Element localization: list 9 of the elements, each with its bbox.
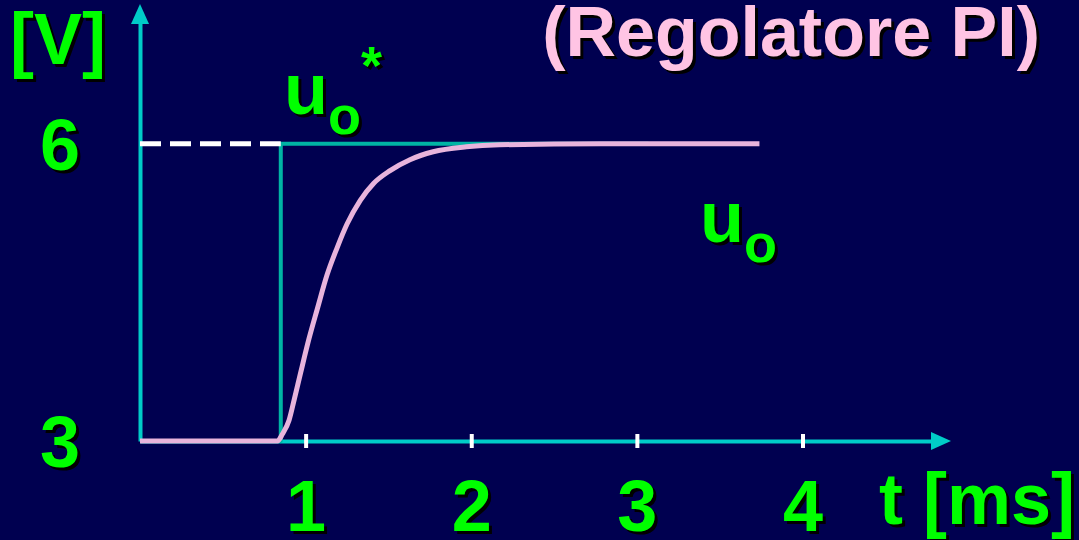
y-axis-title: [V] [10,0,106,79]
x-tick-label: 3 [617,466,658,540]
x-axis-title: t [ms] [879,459,1075,539]
chart-title: (Regolatore PI) [542,0,1040,71]
x-tick-label: 1 [286,466,327,540]
y-tick-label: 6 [39,105,81,186]
x-tick-label: 4 [782,466,824,540]
x-tick-label: 2 [451,466,492,540]
series-label: u$_{o}$ [700,177,777,273]
